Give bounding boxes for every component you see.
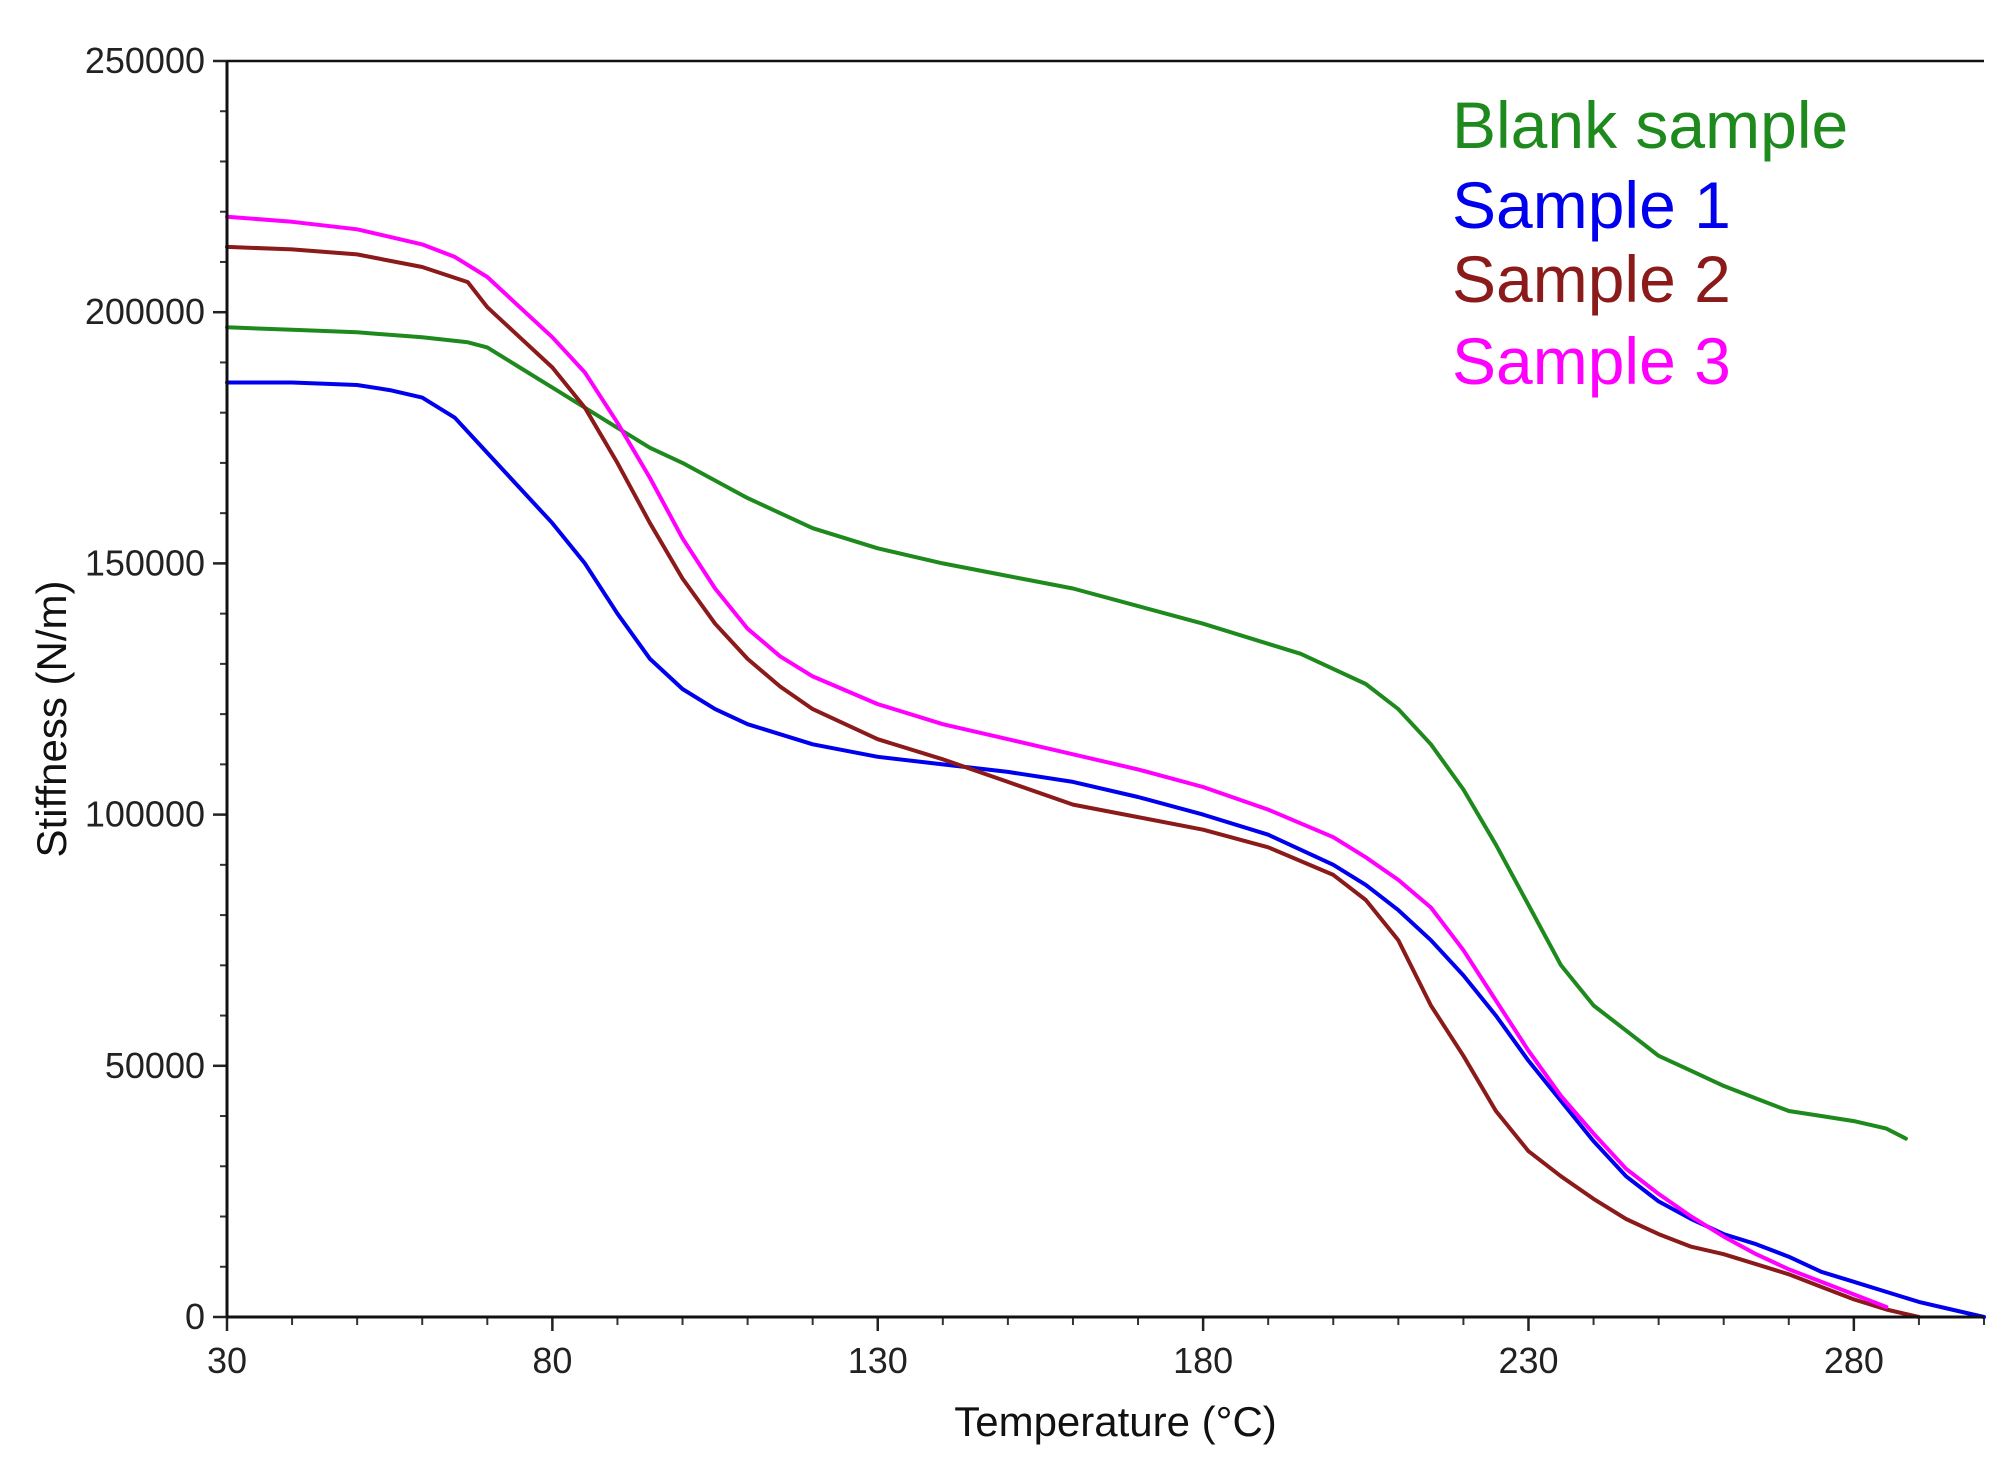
tick-labels: 0 50000 100000 150000 200000 250000 30 80 130 180… xyxy=(85,40,1884,1381)
x-tick-label: 230 xyxy=(1498,1340,1558,1381)
series-lines xyxy=(225,214,1986,1319)
legend-entry-sample-2: Sample 2 xyxy=(1452,242,1731,316)
y-tick-label: 50000 xyxy=(105,1045,205,1086)
x-tick-label: 80 xyxy=(532,1340,572,1381)
series-line-sample-3 xyxy=(225,214,1889,1309)
y-tick-label: 200000 xyxy=(85,291,205,332)
x-tick-label: 280 xyxy=(1824,1340,1884,1381)
x-tick-label: 130 xyxy=(848,1340,908,1381)
legend-entry-sample-1: Sample 1 xyxy=(1452,168,1731,242)
y-tick-label: 250000 xyxy=(85,40,205,81)
y-axis-title: Stiffness (N/m) xyxy=(28,581,75,858)
x-tick-label: 180 xyxy=(1173,1340,1233,1381)
x-tick-label: 30 xyxy=(207,1340,247,1381)
series-line-sample-1 xyxy=(225,380,1986,1319)
y-tick-label: 100000 xyxy=(85,794,205,835)
y-tick-label: 0 xyxy=(185,1296,205,1337)
plot-frame xyxy=(225,59,1984,1319)
legend-entry-blank-sample: Blank sample xyxy=(1452,88,1848,162)
legend-entry-sample-3: Sample 3 xyxy=(1452,324,1731,398)
series-line-sample-2 xyxy=(225,244,1921,1319)
y-tick-label: 150000 xyxy=(85,542,205,583)
legend: Blank sample Sample 1 Sample 2 Sample 3 xyxy=(1452,88,1848,398)
x-axis-title: Temperature (°C) xyxy=(954,1398,1277,1445)
series-line-blank-sample xyxy=(225,325,1908,1141)
